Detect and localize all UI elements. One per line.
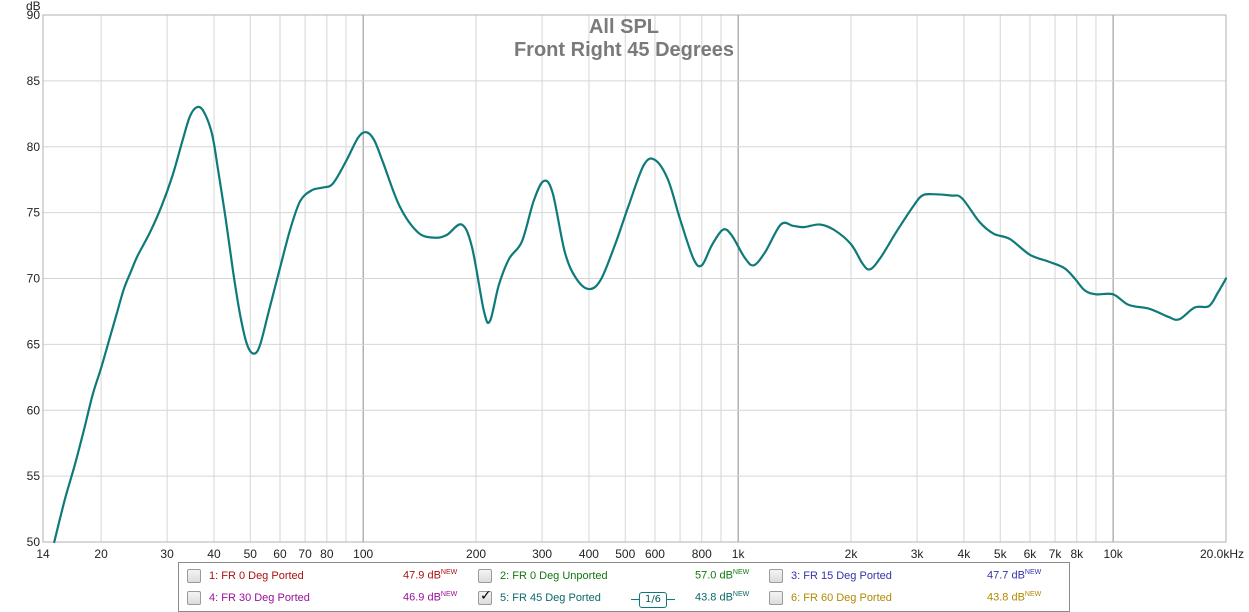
x-tick-label: 200 — [466, 547, 486, 560]
legend-label-3: 3: FR 15 Deg Ported — [791, 570, 892, 582]
series-line-fr-45-deg-ported — [53, 105, 1228, 544]
legend-checkbox-2[interactable] — [478, 569, 492, 583]
y-tick-label: 80 — [27, 140, 41, 154]
smoothing-line-right — [667, 599, 675, 600]
legend-checkbox-6[interactable] — [769, 591, 783, 605]
x-tick-label: 70 — [298, 547, 312, 560]
y-tick-label: 60 — [27, 403, 41, 417]
chart-title: All SPL — [589, 16, 659, 38]
x-tick-label: 30 — [160, 547, 174, 560]
x-tick-label: 800 — [692, 547, 712, 560]
x-tick-label: 20.0kHz — [1200, 547, 1244, 560]
x-tick-label: 60 — [273, 547, 287, 560]
x-tick-label: 3k — [911, 547, 925, 560]
x-tick-label: 14 — [36, 547, 50, 560]
x-tick-label: 20 — [94, 547, 108, 560]
legend-checkbox-5[interactable] — [478, 588, 492, 605]
smoothing-line-left — [631, 599, 639, 600]
x-tick-label: 7k — [1049, 547, 1063, 560]
series-layer — [53, 105, 1228, 544]
y-tick-label: 85 — [27, 74, 41, 88]
x-tick-label: 5k — [994, 547, 1008, 560]
axis-ticks: 50 55 60 65 70 75 80 85 90 14 20 30 40 50 60 70 80 100 200… — [27, 8, 1244, 560]
x-tick-label: 400 — [579, 547, 599, 560]
y-tick-label: 75 — [27, 206, 41, 220]
legend-value-5: 43.8 dBNEW — [695, 591, 750, 604]
legend-checkbox-1[interactable] — [187, 569, 201, 583]
x-tick-label: 1k — [732, 547, 746, 560]
legend-item-5[interactable]: 5: FR 45 Deg Ported — [478, 588, 601, 608]
x-tick-label: 8k — [1070, 547, 1084, 560]
legend-item-3[interactable]: 3: FR 15 Deg Ported — [769, 566, 892, 586]
x-tick-label: 6k — [1024, 547, 1038, 560]
legend-label-6: 6: FR 60 Deg Ported — [791, 592, 892, 604]
legend-checkbox-4[interactable] — [187, 591, 201, 605]
legend-value-2: 57.0 dBNEW — [695, 569, 750, 582]
x-tick-label: 2k — [845, 547, 859, 560]
legend-checkbox-3[interactable] — [769, 569, 783, 583]
legend-label-1: 1: FR 0 Deg Ported — [209, 570, 304, 582]
legend-value-4: 46.9 dBNEW — [403, 591, 458, 604]
y-tick-label: 65 — [27, 337, 41, 351]
legend-item-2[interactable]: 2: FR 0 Deg Unported — [478, 566, 608, 586]
y-axis-unit-label: dB — [26, 0, 41, 13]
legend-value-1: 47.9 dBNEW — [403, 569, 458, 582]
legend-item-4[interactable]: 4: FR 30 Deg Ported — [187, 588, 310, 608]
legend-item-6[interactable]: 6: FR 60 Deg Ported — [769, 588, 892, 608]
x-tick-label: 40 — [207, 547, 221, 560]
x-tick-label: 4k — [958, 547, 972, 560]
legend-label-2: 2: FR 0 Deg Unported — [500, 570, 608, 582]
x-tick-label: 100 — [353, 547, 373, 560]
legend-label-5: 5: FR 45 Deg Ported — [500, 592, 601, 604]
spl-chart: 50 55 60 65 70 75 80 85 90 14 20 30 40 50 60 70 80 100 200… — [0, 0, 1249, 560]
x-tick-label: 80 — [320, 547, 334, 560]
x-tick-label: 50 — [244, 547, 258, 560]
legend-panel: 1: FR 0 Deg Ported 47.9 dBNEW 2: FR 0 De… — [178, 562, 1070, 612]
x-tick-label: 10k — [1103, 547, 1123, 560]
y-tick-label: 70 — [27, 272, 41, 286]
plot-background — [0, 0, 1249, 560]
y-tick-label: 55 — [27, 469, 41, 483]
x-tick-label: 500 — [615, 547, 635, 560]
y-tick-label: 50 — [27, 535, 41, 549]
legend-value-3: 47.7 dBNEW — [987, 569, 1042, 582]
chart-subtitle: Front Right 45 Degrees — [514, 39, 734, 61]
y-tick-label: 90 — [27, 8, 41, 22]
smoothing-button[interactable]: 1/6 — [639, 592, 667, 608]
legend-label-4: 4: FR 30 Deg Ported — [209, 592, 310, 604]
x-tick-label: 300 — [532, 547, 552, 560]
x-tick-label: 600 — [645, 547, 665, 560]
legend-item-1[interactable]: 1: FR 0 Deg Ported — [187, 566, 304, 586]
legend-value-6: 43.8 dBNEW — [987, 591, 1042, 604]
